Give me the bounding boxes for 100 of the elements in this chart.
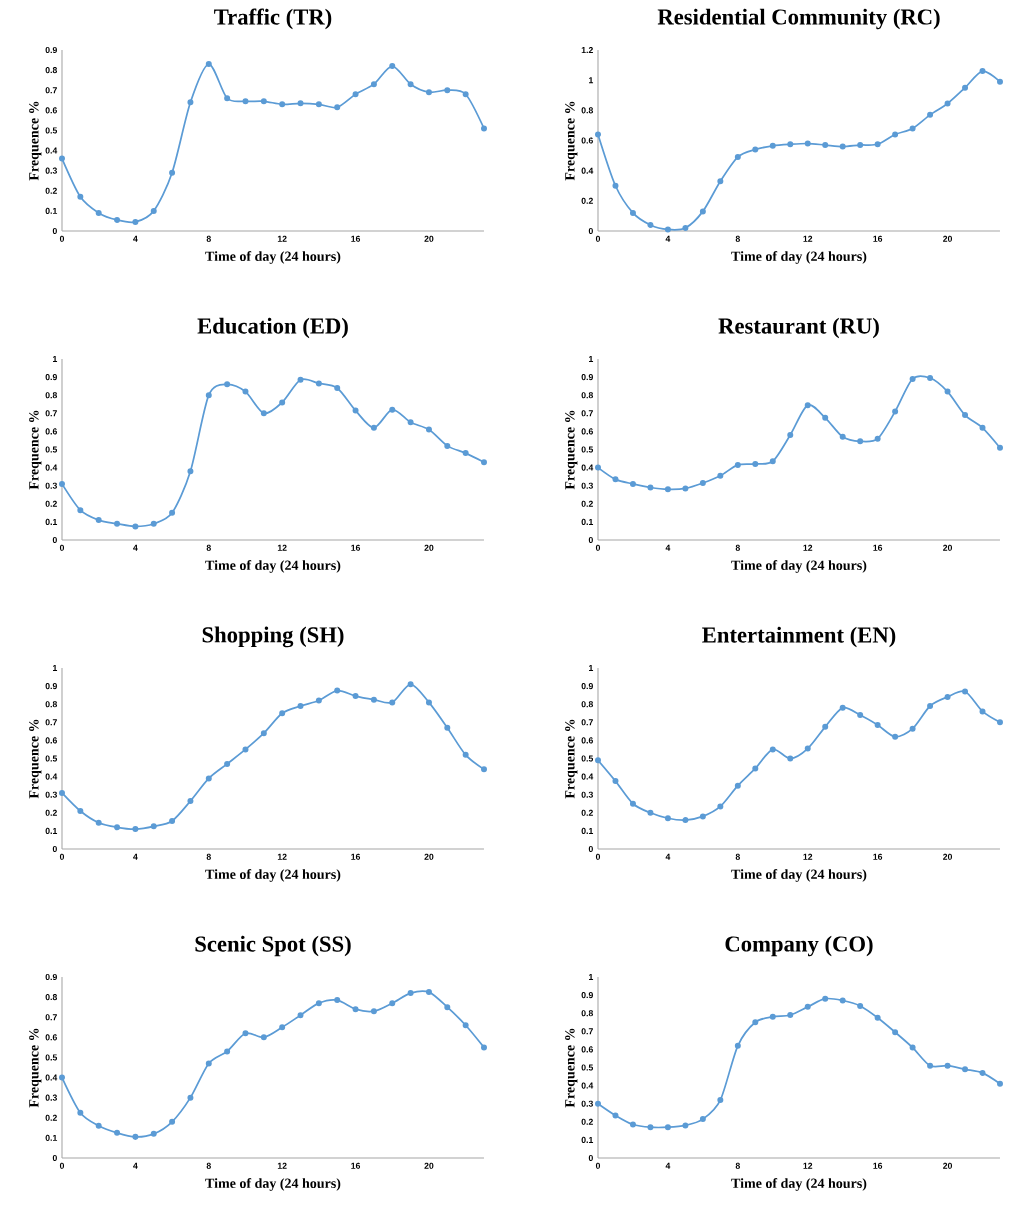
point [664, 1124, 671, 1131]
point [594, 1100, 601, 1107]
point [804, 1003, 811, 1010]
x-tick-label: 0 [595, 544, 601, 551]
point [169, 1118, 176, 1125]
point [612, 778, 619, 785]
y-tick-label: 0 [588, 536, 593, 544]
x-tick-label: 0 [59, 853, 65, 860]
point [804, 745, 811, 752]
point [979, 68, 986, 75]
point [279, 101, 286, 108]
x-axis-title: Time of day (24 hours) [731, 869, 867, 882]
chart-title: Shopping (SH) [202, 626, 344, 648]
y-tick-label: 0.8 [581, 107, 594, 114]
point [857, 1002, 864, 1009]
y-tick-label: 0.5 [45, 127, 58, 134]
point [612, 1112, 619, 1119]
y-tick-label: 0.2 [45, 187, 57, 194]
y-tick-label: 1 [589, 356, 594, 362]
point [279, 710, 286, 717]
point [132, 1133, 139, 1140]
point [132, 523, 139, 530]
point [892, 408, 899, 415]
y-tick-label: 0.6 [581, 1046, 593, 1053]
y-tick-label: 0.3 [581, 482, 593, 489]
point [114, 824, 121, 831]
point [481, 1044, 487, 1051]
x-tick-label: 0 [595, 853, 601, 860]
x-tick-label: 4 [665, 235, 671, 242]
x-tick-label: 8 [206, 853, 211, 860]
point [352, 407, 359, 414]
point [352, 1006, 359, 1013]
y-tick-label: 0.6 [581, 428, 593, 435]
y-tick-label: 0 [52, 536, 57, 544]
x-tick-label: 8 [206, 235, 211, 242]
point [787, 432, 794, 439]
point [279, 1024, 286, 1031]
point [77, 1109, 84, 1116]
point [594, 131, 601, 138]
point [629, 480, 636, 487]
point [187, 798, 194, 805]
y-axis-title: Frequence % [565, 410, 578, 490]
point [734, 154, 741, 161]
point [769, 746, 776, 753]
point [944, 1062, 951, 1069]
x-tick-label: 20 [943, 1162, 953, 1169]
y-tick-label: 0.6 [45, 1034, 57, 1041]
point [370, 81, 377, 88]
x-tick-label: 12 [803, 544, 813, 551]
x-tick-label: 16 [873, 853, 883, 860]
point [979, 1069, 986, 1076]
point [58, 789, 65, 796]
y-axis-title: Frequence % [29, 101, 42, 181]
y-tick-label: 0.2 [581, 500, 593, 507]
y-tick-label: 0.1 [581, 518, 594, 525]
point [481, 459, 487, 466]
point [95, 209, 102, 216]
y-tick-label: 0.2 [581, 809, 593, 816]
point [205, 1060, 212, 1067]
point [664, 226, 671, 233]
x-tick-label: 12 [277, 853, 287, 860]
point [717, 803, 724, 810]
point [242, 746, 249, 753]
point [717, 178, 724, 185]
point [962, 1066, 969, 1073]
y-tick-label: 0.2 [581, 1118, 593, 1125]
point [187, 468, 194, 475]
point [77, 507, 84, 514]
chart-title: Company (CO) [725, 935, 873, 957]
point [996, 1080, 1003, 1087]
x-tick-label: 0 [59, 544, 65, 551]
y-axis-title: Frequence % [565, 1028, 578, 1108]
x-axis-title: Time of day (24 hours) [205, 1178, 341, 1191]
point [315, 101, 322, 108]
y-tick-label: 0.7 [45, 719, 57, 726]
x-axis-title: Time of day (24 hours) [731, 560, 867, 573]
x-tick-label: 4 [133, 544, 138, 551]
x-tick-label: 4 [133, 853, 138, 860]
x-tick-label: 8 [206, 544, 211, 551]
y-tick-label: 0.4 [581, 167, 594, 174]
y-tick-label: 0.6 [45, 428, 57, 435]
chart-title: Education (ED) [197, 317, 348, 339]
point [892, 1029, 899, 1036]
y-axis-title: Frequence % [29, 1028, 42, 1108]
y-tick-label: 0.1 [45, 1134, 58, 1141]
point [892, 131, 899, 138]
point [804, 402, 811, 409]
y-tick-label: 0.7 [581, 410, 593, 417]
point [822, 995, 829, 1002]
point [462, 91, 469, 98]
point [389, 406, 396, 413]
point [279, 399, 286, 406]
y-tick-label: 0.1 [45, 207, 58, 214]
point [150, 823, 157, 830]
point [839, 143, 846, 150]
x-tick-label: 20 [943, 235, 953, 242]
x-axis-title: Time of day (24 hours) [205, 251, 341, 264]
point [962, 84, 969, 91]
point [407, 419, 414, 426]
point [682, 224, 689, 231]
